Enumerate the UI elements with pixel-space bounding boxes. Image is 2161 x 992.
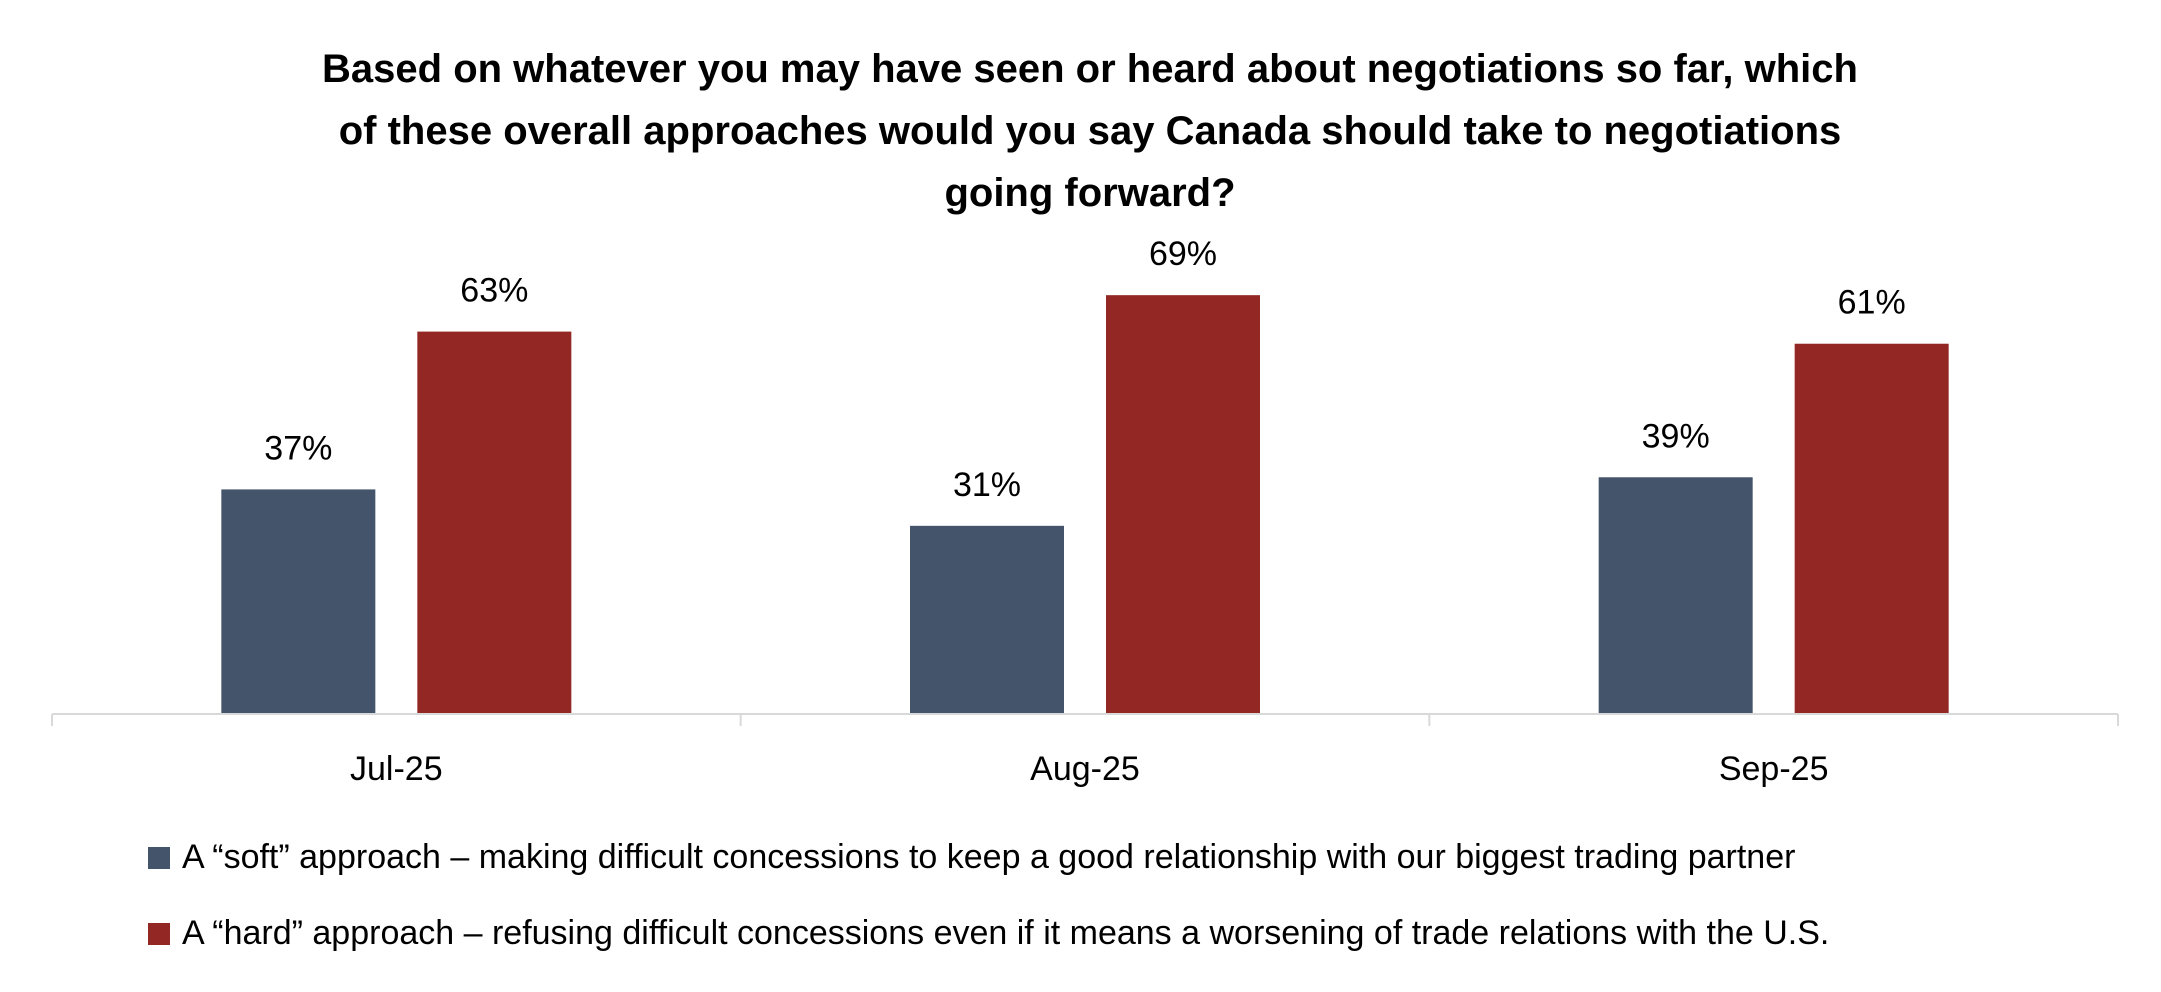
data-label-soft-aug-25: 31%	[953, 466, 1021, 504]
bar-soft-aug-25	[910, 525, 1064, 714]
legend-label-hard: A “hard” approach – refusing difficult c…	[182, 914, 1830, 952]
x-tick-label-aug-25: Aug-25	[1030, 750, 1140, 788]
chart-title-line-2: of these overall approaches would you sa…	[338, 109, 1842, 153]
data-label-soft-sep-25: 39%	[1642, 417, 1710, 455]
data-label-hard-aug-25: 69%	[1149, 235, 1217, 273]
bar-soft-sep-25	[1598, 477, 1753, 714]
chart-title: Based on whatever you may have seen or h…	[180, 38, 2000, 224]
x-tick-label-jul-25: Jul-25	[350, 750, 443, 788]
data-label-hard-sep-25: 61%	[1838, 284, 1906, 322]
data-label-hard-jul-25: 63%	[460, 272, 528, 310]
legend-item-soft: A “soft” approach – making difficult con…	[148, 838, 1795, 877]
legend-label-soft: A “soft” approach – making difficult con…	[182, 838, 1796, 876]
chart-title-line-3: going forward?	[944, 171, 1236, 215]
legend-swatch-hard	[148, 922, 170, 945]
legend-item-hard: A “hard” approach – refusing difficult c…	[148, 914, 1829, 953]
chart-title-line-1: Based on whatever you may have seen or h…	[322, 47, 1858, 91]
x-tick-label-sep-25: Sep-25	[1719, 750, 1829, 788]
legend-swatch-soft	[148, 846, 170, 869]
bars-layer	[221, 295, 1949, 714]
bar-soft-jul-25	[221, 489, 376, 714]
x-axis: Jul-25 Aug-25 Sep-25	[51, 713, 2119, 788]
bar-hard-jul-25	[417, 331, 572, 714]
bar-hard-sep-25	[1794, 343, 1949, 714]
bar-hard-aug-25	[1106, 295, 1260, 714]
data-labels-layer: 37% 63% 31% 69% 39% 61%	[264, 235, 1905, 504]
data-label-soft-jul-25: 37%	[264, 429, 332, 467]
